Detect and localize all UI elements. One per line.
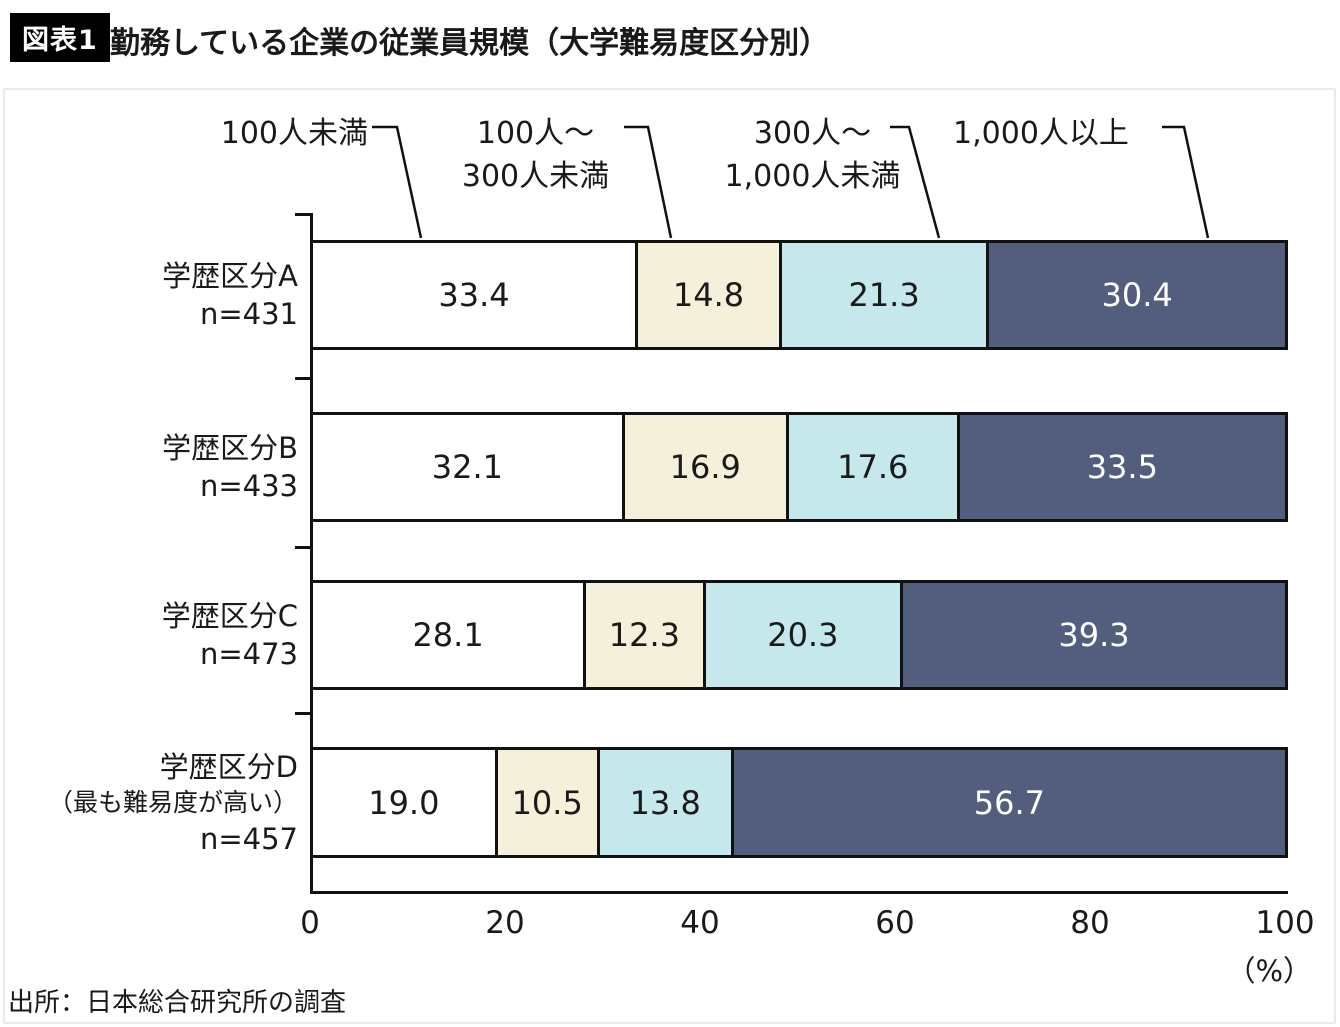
x-tick-label: 100	[1255, 905, 1315, 941]
value-label: 17.6	[837, 448, 909, 486]
bar-row-3: 19.0 10.5 13.8 56.7	[310, 747, 1288, 858]
category-label-2: 学歴区分C n=473	[20, 597, 298, 673]
category-label-line: 学歴区分C	[161, 599, 298, 633]
value-label: 56.7	[973, 783, 1046, 822]
category-label-0: 学歴区分A n=431	[20, 257, 298, 333]
bar-segment-2: 21.3	[781, 243, 990, 347]
value-label: 12.3	[608, 616, 681, 654]
legend-line: 100人〜	[476, 116, 595, 151]
category-label-line: 学歴区分D	[159, 749, 298, 784]
bar-segment-2: 13.8	[599, 750, 734, 855]
y-axis-tick	[295, 213, 310, 216]
legend-item-3: 1,000人以上	[925, 112, 1157, 155]
y-axis-tick	[295, 377, 310, 380]
unit-label: （%）	[1226, 954, 1312, 988]
bar-segment-3: 33.5	[959, 415, 1285, 519]
value-label: 33.4	[438, 276, 510, 314]
x-tick-label: 20	[485, 905, 525, 941]
legend-item-1: 100人〜 300人未満	[448, 112, 623, 198]
bar-row-0: 33.4 14.8 21.3 30.4	[310, 240, 1288, 350]
bar-segment-2: 20.3	[705, 583, 903, 687]
value-label: 32.1	[431, 448, 503, 486]
bar-row-2: 28.1 12.3 20.3 39.3	[310, 580, 1288, 690]
bar-segment-3: 39.3	[902, 583, 1285, 687]
value-label: 13.8	[629, 783, 701, 822]
value-label: 14.8	[672, 276, 745, 314]
category-label-line: （最も難易度が高い）	[47, 787, 298, 817]
bar-segment-0: 33.4	[313, 243, 638, 347]
legend-item-2: 300人〜 1,000人未満	[715, 112, 910, 198]
category-label-1: 学歴区分B n=433	[20, 429, 298, 505]
bar-segment-3: 56.7	[733, 750, 1285, 855]
bar-segment-1: 16.9	[624, 415, 789, 519]
x-tick-label: 0	[300, 905, 320, 941]
legend-line: 100人未満	[220, 116, 368, 151]
value-label: 16.9	[669, 448, 741, 486]
page-title: 勤務している企業の従業員規模（大学難易度区分別）	[110, 26, 830, 61]
y-axis-tick	[295, 546, 310, 549]
category-label-line: n=457	[199, 821, 298, 856]
value-label: 19.0	[368, 783, 440, 822]
bar-row-1: 32.1 16.9 17.6 33.5	[310, 412, 1288, 522]
bar-segment-1: 12.3	[586, 583, 706, 687]
bar-segment-0: 19.0	[313, 750, 498, 855]
bar-segment-3: 30.4	[989, 243, 1285, 347]
value-label: 39.3	[1058, 616, 1130, 654]
legend-item-0: 100人未満	[168, 112, 368, 155]
source-note: 出所：日本総合研究所の調査	[8, 988, 347, 1018]
bar-segment-0: 28.1	[313, 583, 587, 687]
x-tick-label: 40	[680, 905, 720, 941]
figure-frame	[3, 88, 1336, 1024]
category-label-3: 学歴区分D （最も難易度が高い） n=457	[20, 748, 298, 858]
bar-segment-0: 32.1	[313, 415, 625, 519]
value-label: 21.3	[848, 276, 920, 314]
value-label: 28.1	[412, 616, 484, 654]
figure-number-badge: 図表1	[10, 13, 110, 62]
legend-line: 1,000人以上	[953, 116, 1129, 151]
x-axis-line	[310, 891, 1288, 894]
value-label: 33.5	[1086, 448, 1158, 486]
value-label: 10.5	[511, 783, 583, 822]
category-label-line: n=433	[199, 469, 298, 503]
value-label: 20.3	[767, 616, 839, 654]
y-axis-line	[310, 213, 313, 894]
x-tick-label: 60	[875, 905, 915, 941]
category-label-line: n=473	[199, 637, 298, 671]
category-label-line: 学歴区分B	[162, 431, 298, 465]
category-label-line: 学歴区分A	[162, 259, 298, 293]
x-tick-label: 80	[1070, 905, 1110, 941]
bar-segment-1: 10.5	[497, 750, 600, 855]
y-axis-tick	[295, 712, 310, 715]
bar-segment-2: 17.6	[788, 415, 960, 519]
legend-line: 300人未満	[461, 159, 610, 194]
value-label: 30.4	[1101, 276, 1173, 314]
category-label-line: n=431	[199, 297, 298, 331]
bar-segment-1: 14.8	[637, 243, 782, 347]
legend-line: 1,000人未満	[724, 159, 901, 194]
legend-line: 300人〜	[753, 116, 872, 151]
